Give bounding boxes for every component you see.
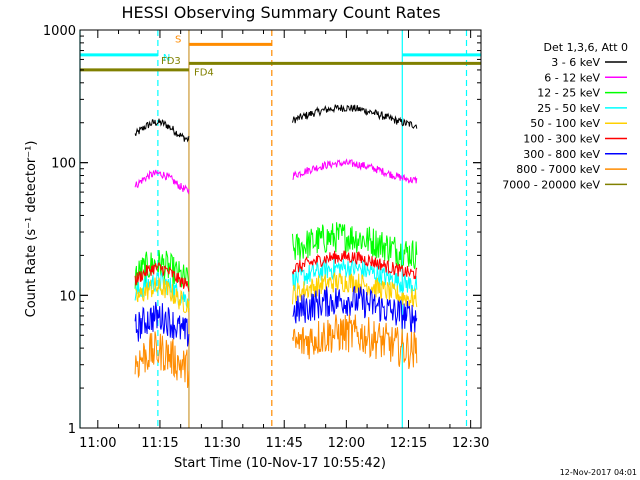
series-7-trace-0 [134,331,190,388]
series-0-trace-1 [292,104,418,129]
legend-label: 25 - 50 keV [537,102,600,115]
timestamp: 12-Nov-2017 04:01 [560,468,637,477]
legend-label: 50 - 100 keV [530,117,600,130]
y-tick-label: 1000 [43,24,76,39]
x-axis-label: Start Time (10-Nov-17 10:55:42) [174,456,386,471]
y-tick-label: 1 [68,422,76,437]
legend-label: 7000 - 20000 keV [502,178,600,191]
flag-label-n: N [163,53,170,64]
legend-label: 3 - 6 keV [551,56,600,69]
plot-frame [79,29,482,429]
x-tick-label: 12:15 [390,436,427,451]
series-2-trace-0 [134,250,190,292]
x-tick-label: 11:00 [79,436,116,451]
flag-label-fd3: FD3 [161,56,181,67]
series-1-trace-1 [292,158,418,184]
y-axis-label: Count Rate (s⁻¹ detector⁻¹) [24,141,39,318]
x-axis-ticks: 11:00 11:15 11:30 11:45 12:00 12:15 12:30 [79,30,489,451]
legend: 3 - 6 keV 6 - 12 keV 12 - 25 keV 25 - 50 ke… [502,56,627,191]
flag-label-s: S [175,34,181,45]
series-6-trace-1 [292,285,418,334]
x-tick-label: 11:15 [141,436,178,451]
series-1-trace-0 [134,169,190,195]
legend-label: 6 - 12 keV [544,71,600,84]
series-5-trace-1 [292,250,418,280]
series-0-trace-0 [134,118,190,143]
series-4-trace-0 [135,277,190,313]
legend-label: 12 - 25 keV [537,87,600,100]
legend-title: Det 1,3,6, Att 0 [544,41,628,54]
y-tick-label: 100 [51,157,76,172]
series-5-trace-0 [134,261,190,292]
legend-label: 300 - 800 keV [523,148,600,161]
x-tick-label: 11:45 [265,436,302,451]
y-tick-label: 10 [59,289,76,304]
x-tick-label: 11:30 [203,436,240,451]
y-axis-ticks: 1 10 100 1000 [43,24,481,437]
x-tick-label: 12:30 [452,436,489,451]
chart-title: HESSI Observing Summary Count Rates [121,3,440,22]
plot-data: NS FD3 FD4 [79,30,481,428]
series-3-trace-1 [292,258,418,294]
flag-label-fd4: FD4 [194,67,214,78]
series-7-trace-1 [292,314,418,370]
series-6-trace-0 [134,301,190,347]
x-tick-label: 12:00 [328,436,365,451]
legend-label: 800 - 7000 keV [516,163,600,176]
series-2-trace-1 [292,222,418,270]
legend-label: 100 - 300 keV [523,133,600,146]
